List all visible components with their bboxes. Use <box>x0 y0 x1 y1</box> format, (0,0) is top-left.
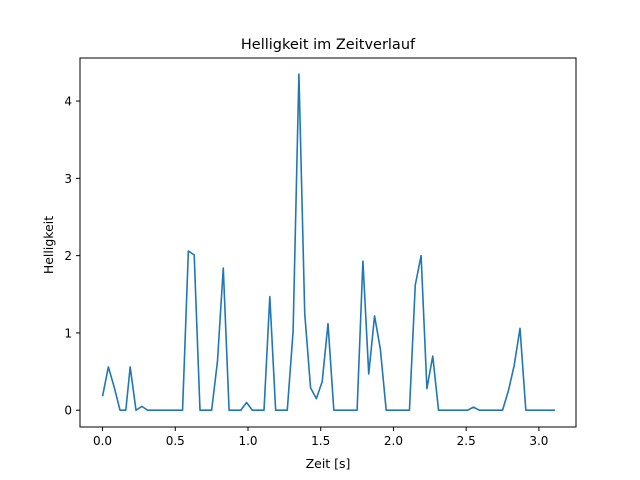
x-axis-label: Zeit [s] <box>306 456 351 471</box>
x-tick-label: 2.0 <box>384 434 403 448</box>
y-axis-label: Helligkeit <box>41 216 56 274</box>
plot-frame <box>79 57 577 428</box>
y-tick-label: 3 <box>64 172 72 186</box>
x-tick-label: 2.5 <box>457 434 476 448</box>
x-tick-label: 0.5 <box>166 434 185 448</box>
plot-marks: 0.0 0.5 1.0 1.5 2.0 2.5 3.0 0 1 2 3 4 <box>64 73 555 448</box>
chart-title: Helligkeit im Zeitverlauf <box>241 37 416 53</box>
x-tick-label: 1.5 <box>311 434 330 448</box>
y-tick-label: 0 <box>64 404 72 418</box>
series-line <box>101 73 555 412</box>
x-tick-label: 3.0 <box>529 434 548 448</box>
y-tick-label: 2 <box>64 249 72 263</box>
x-tick-label: 0.0 <box>93 434 112 448</box>
y-tick-label: 1 <box>64 326 72 340</box>
x-tick-label: 1.0 <box>238 434 257 448</box>
y-tick-label: 4 <box>64 95 72 109</box>
